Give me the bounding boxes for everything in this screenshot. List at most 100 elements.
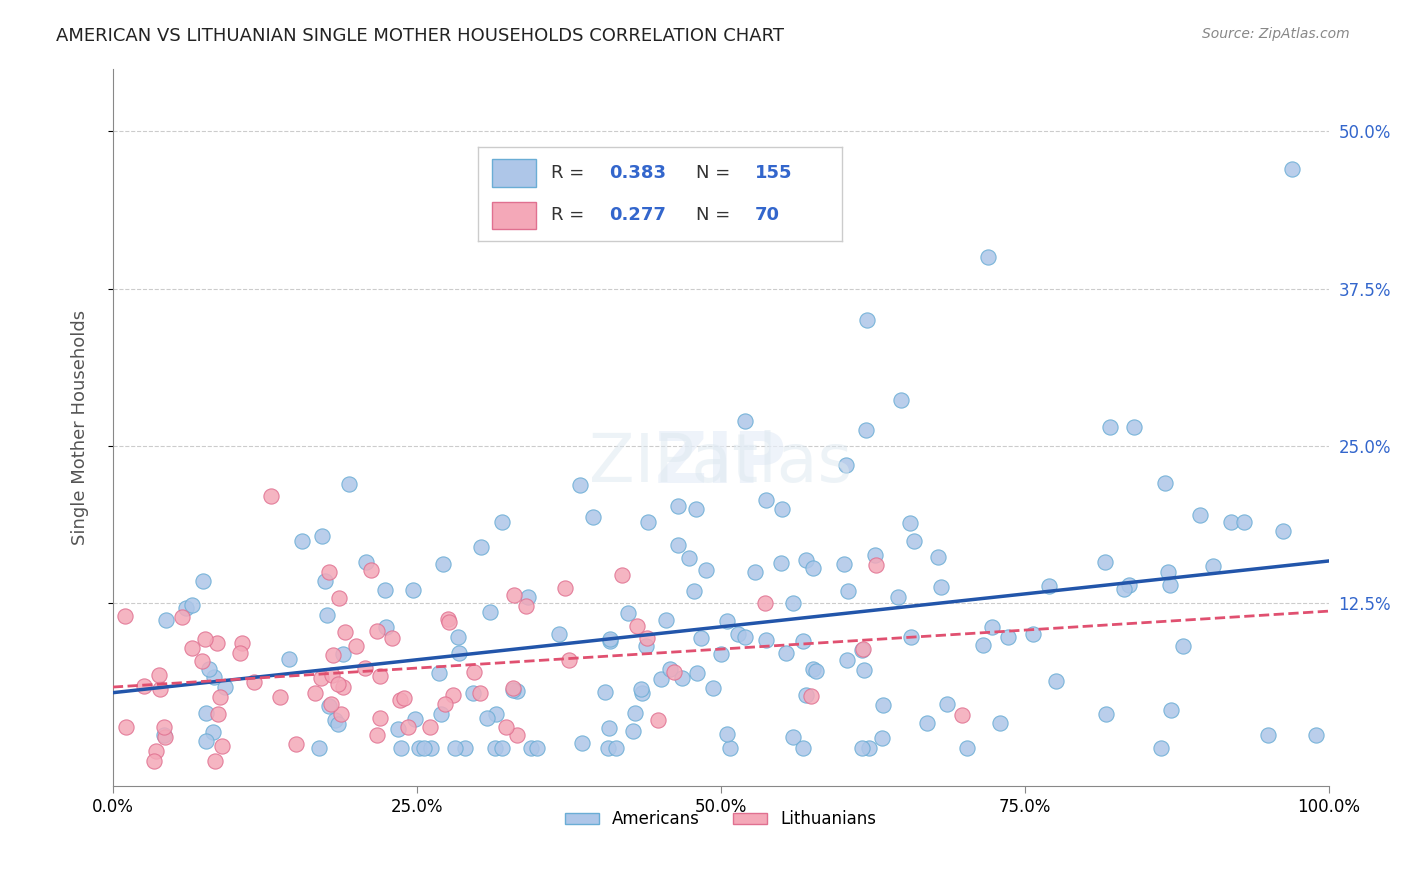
Lithuanians	[229, 646, 252, 660]
Americans	[605, 741, 627, 756]
Americans	[855, 313, 877, 327]
Lithuanians	[145, 744, 167, 758]
Americans	[596, 741, 619, 756]
Americans	[1150, 741, 1173, 756]
Americans	[744, 566, 766, 580]
Americans	[314, 574, 336, 588]
Lithuanians	[389, 693, 412, 707]
Americans	[716, 614, 738, 628]
Americans	[804, 665, 827, 679]
Americans	[1045, 674, 1067, 689]
Americans	[484, 741, 506, 756]
Lithuanians	[204, 754, 226, 768]
Americans	[387, 722, 409, 736]
Lithuanians	[180, 640, 202, 655]
Americans	[1157, 565, 1180, 579]
Americans	[526, 741, 548, 756]
Americans	[454, 741, 477, 756]
Americans	[491, 516, 513, 530]
Lithuanians	[636, 632, 658, 646]
Americans	[477, 711, 499, 725]
Lithuanians	[443, 689, 465, 703]
Lithuanians	[502, 681, 524, 695]
Lithuanians	[153, 720, 176, 734]
Lithuanians	[503, 588, 526, 602]
Text: AMERICAN VS LITHUANIAN SINGLE MOTHER HOUSEHOLDS CORRELATION CHART: AMERICAN VS LITHUANIAN SINGLE MOTHER HOU…	[56, 27, 785, 45]
Americans	[689, 631, 711, 645]
Lithuanians	[190, 654, 212, 668]
Americans	[593, 684, 616, 698]
Americans	[506, 684, 529, 698]
Lithuanians	[610, 568, 633, 582]
Lithuanians	[506, 728, 529, 742]
Americans	[1189, 508, 1212, 523]
Americans	[720, 741, 742, 756]
Americans	[617, 606, 640, 620]
Lithuanians	[800, 690, 823, 704]
Americans	[685, 502, 707, 516]
Americans	[956, 741, 979, 756]
Americans	[449, 646, 471, 660]
Americans	[770, 556, 793, 570]
Americans	[801, 662, 824, 676]
Americans	[997, 630, 1019, 644]
Americans	[277, 651, 299, 665]
Americans	[634, 640, 657, 654]
Americans	[683, 584, 706, 599]
Americans	[1038, 579, 1060, 593]
Americans	[153, 728, 176, 742]
Americans	[1305, 728, 1327, 742]
Lithuanians	[437, 615, 460, 629]
Lithuanians	[322, 648, 344, 662]
Lithuanians	[330, 706, 353, 721]
Americans	[855, 423, 877, 437]
Americans	[191, 574, 214, 589]
Americans	[935, 697, 957, 711]
Americans	[1021, 627, 1043, 641]
Americans	[1202, 558, 1225, 573]
Americans	[637, 515, 659, 529]
Americans	[900, 631, 922, 645]
Americans	[516, 590, 538, 604]
Americans	[727, 626, 749, 640]
Americans	[852, 663, 875, 677]
Lithuanians	[419, 720, 441, 734]
Americans	[520, 741, 543, 756]
Lithuanians	[353, 661, 375, 675]
Americans	[801, 560, 824, 574]
Americans	[316, 607, 339, 622]
Americans	[502, 683, 524, 698]
Americans	[775, 646, 797, 660]
Americans	[202, 725, 225, 739]
Americans	[374, 582, 396, 597]
Americans	[408, 741, 430, 756]
Americans	[195, 733, 218, 747]
Americans	[621, 723, 644, 738]
Americans	[755, 632, 778, 647]
Americans	[655, 613, 678, 627]
Lithuanians	[207, 707, 229, 722]
Lithuanians	[304, 686, 326, 700]
Americans	[770, 502, 793, 516]
Americans	[599, 633, 621, 648]
Americans	[858, 741, 880, 756]
Americans	[851, 643, 873, 657]
Lithuanians	[558, 653, 581, 667]
Text: Source: ZipAtlas.com: Source: ZipAtlas.com	[1202, 27, 1350, 41]
Americans	[977, 250, 1000, 264]
Americans	[461, 686, 484, 700]
Lithuanians	[368, 669, 391, 683]
Lithuanians	[326, 676, 349, 690]
Americans	[354, 555, 377, 569]
Americans	[1094, 555, 1116, 569]
Lithuanians	[209, 690, 232, 704]
Americans	[389, 741, 412, 756]
Lithuanians	[865, 558, 887, 572]
Americans	[898, 516, 921, 531]
Americans	[1098, 420, 1121, 434]
Lithuanians	[143, 754, 166, 768]
Lithuanians	[328, 591, 350, 605]
Americans	[470, 540, 492, 554]
Americans	[834, 558, 856, 572]
Lithuanians	[321, 697, 343, 711]
